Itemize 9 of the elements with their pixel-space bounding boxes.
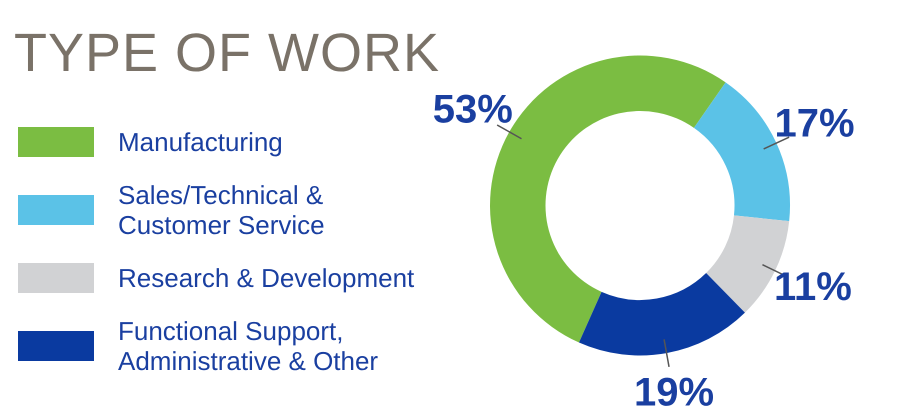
legend-label: Functional Support, Administrative & Other: [118, 316, 380, 376]
data-label: 17%: [774, 102, 855, 146]
legend-label: Research & Development: [118, 263, 414, 293]
legend-label: Sales/Technical & Customer Service: [118, 180, 326, 240]
chart-title: TYPE OF WORK: [14, 22, 440, 84]
data-label: 19%: [634, 370, 714, 411]
data-label: 53%: [432, 87, 513, 132]
legend-label: Manufacturing: [118, 127, 283, 157]
data-label: 11%: [774, 265, 852, 310]
